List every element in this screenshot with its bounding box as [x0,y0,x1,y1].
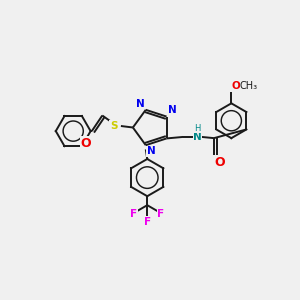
Text: H: H [194,124,201,133]
Text: N: N [193,132,202,142]
Text: S: S [110,121,117,131]
Text: N: N [147,146,156,156]
Text: F: F [157,209,164,219]
Text: O: O [214,156,225,169]
Text: O: O [80,136,91,149]
Text: O: O [232,81,241,91]
Text: F: F [144,217,151,227]
Text: CH₃: CH₃ [240,81,258,91]
Text: N: N [136,99,145,109]
Text: N: N [168,105,176,116]
Text: F: F [130,209,138,219]
